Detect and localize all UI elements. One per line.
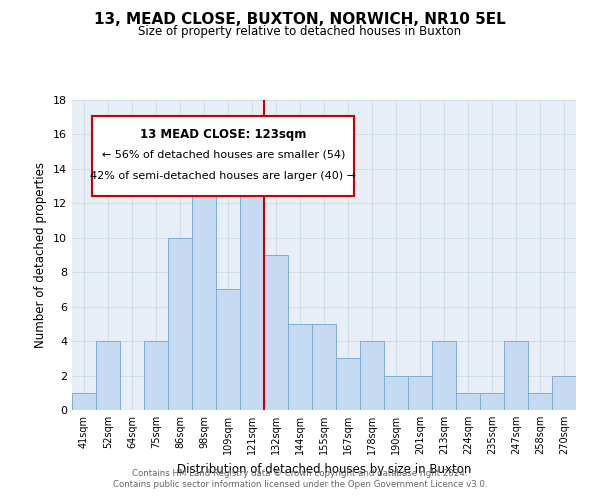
Bar xyxy=(168,238,192,410)
Bar xyxy=(216,290,240,410)
Bar xyxy=(456,393,480,410)
Bar xyxy=(240,169,264,410)
Bar xyxy=(408,376,432,410)
Bar xyxy=(480,393,504,410)
Bar xyxy=(432,341,456,410)
Bar xyxy=(192,186,216,410)
Bar xyxy=(144,341,168,410)
Bar xyxy=(264,255,288,410)
Text: Contains public sector information licensed under the Open Government Licence v3: Contains public sector information licen… xyxy=(113,480,487,489)
Bar xyxy=(288,324,312,410)
FancyBboxPatch shape xyxy=(92,116,354,196)
Bar xyxy=(96,341,120,410)
Text: 42% of semi-detached houses are larger (40) →: 42% of semi-detached houses are larger (… xyxy=(90,172,356,181)
Bar xyxy=(528,393,552,410)
Text: ← 56% of detached houses are smaller (54): ← 56% of detached houses are smaller (54… xyxy=(101,150,345,160)
Bar xyxy=(336,358,360,410)
Bar xyxy=(360,341,384,410)
Bar xyxy=(72,393,96,410)
Text: Size of property relative to detached houses in Buxton: Size of property relative to detached ho… xyxy=(139,25,461,38)
Bar xyxy=(384,376,408,410)
Bar xyxy=(552,376,576,410)
Text: 13, MEAD CLOSE, BUXTON, NORWICH, NR10 5EL: 13, MEAD CLOSE, BUXTON, NORWICH, NR10 5E… xyxy=(94,12,506,28)
Text: Contains HM Land Registry data © Crown copyright and database right 2024.: Contains HM Land Registry data © Crown c… xyxy=(132,468,468,477)
X-axis label: Distribution of detached houses by size in Buxton: Distribution of detached houses by size … xyxy=(177,462,471,475)
Text: 13 MEAD CLOSE: 123sqm: 13 MEAD CLOSE: 123sqm xyxy=(140,128,307,141)
Bar xyxy=(312,324,336,410)
Y-axis label: Number of detached properties: Number of detached properties xyxy=(34,162,47,348)
Bar xyxy=(504,341,528,410)
